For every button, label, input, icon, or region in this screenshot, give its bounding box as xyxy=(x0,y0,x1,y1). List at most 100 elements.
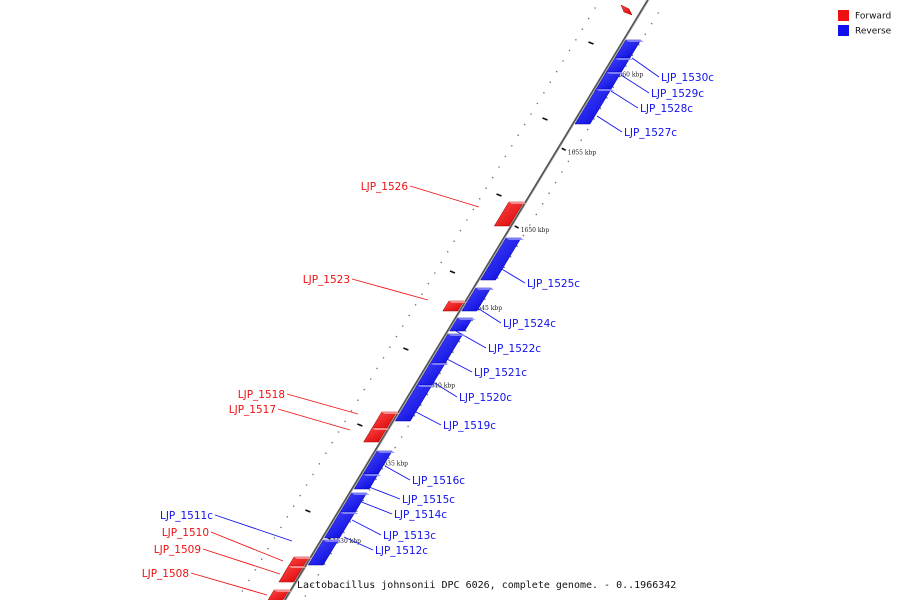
gene-labels: LJP_1530c LJP_1529c LJP_1528c LJP_1527c LJP_… xyxy=(142,72,715,580)
gene-feature-ljp-1515c[interactable] xyxy=(353,473,382,490)
tick-dash xyxy=(542,117,548,121)
gene-label-ljp-1530c[interactable]: LJP_1530c xyxy=(661,72,714,84)
tick-dot xyxy=(304,595,307,597)
tick-dot xyxy=(363,388,366,391)
tick-dot xyxy=(586,128,589,131)
gene-feature-ljp-1509[interactable] xyxy=(278,565,307,583)
gene-feature-ljp-1508[interactable] xyxy=(267,589,293,600)
gene-label-ljp-1520c[interactable]: LJP_1520c xyxy=(459,392,512,404)
gene-label-ljp-1513c[interactable]: LJP_1513c xyxy=(383,530,436,542)
tick-dot xyxy=(484,298,486,301)
gene-feature-ljp-1522c[interactable] xyxy=(449,317,476,332)
gene-features xyxy=(267,4,644,600)
tick-dot xyxy=(305,484,308,486)
legend-forward-swatch xyxy=(838,10,849,21)
tick-dot xyxy=(350,410,353,412)
gene-label-ljp-1508[interactable]: LJP_1508 xyxy=(142,568,189,580)
tick-dot xyxy=(562,60,564,62)
gene-label-ljp-1511c[interactable]: LJP_1511c xyxy=(160,510,213,522)
gene-label-ljp-1517[interactable]: LJP_1517 xyxy=(229,404,276,416)
gene-feature-ljp-1519c[interactable] xyxy=(394,384,436,422)
leader-line-ljp-1513c xyxy=(351,519,382,536)
tick-dot xyxy=(587,17,590,20)
tick-dot xyxy=(369,378,372,380)
gene-label-ljp-1529c[interactable]: LJP_1529c xyxy=(651,88,704,100)
tick-dot xyxy=(260,558,263,560)
gene-feature-ljp-1526[interactable] xyxy=(493,201,527,227)
gene-feature-ljp-1527c[interactable] xyxy=(574,88,615,125)
gene-label-ljp-1521c[interactable]: LJP_1521c xyxy=(474,367,527,379)
tick-dot xyxy=(355,510,358,512)
gene-feature-ljp-1517[interactable] xyxy=(363,427,391,443)
tick-dot xyxy=(292,505,295,508)
leader-line-ljp-1512c xyxy=(343,536,374,551)
gene-label-ljp-1526[interactable]: LJP_1526 xyxy=(361,181,409,193)
tick-dot xyxy=(504,155,507,158)
tick-dot xyxy=(402,325,404,327)
tick-dot xyxy=(388,457,390,460)
tick-dot xyxy=(344,420,346,423)
tick-dash xyxy=(403,347,409,351)
tick-mark xyxy=(514,225,520,229)
gene-feature-ljp-1530c[interactable] xyxy=(614,39,644,59)
gene-label-ljp-1509[interactable]: LJP_1509 xyxy=(154,544,201,556)
tick-dot xyxy=(267,547,269,550)
tick-dot xyxy=(491,176,494,179)
gene-feature-ljp-1521c[interactable] xyxy=(428,333,466,367)
tick-dot xyxy=(612,86,615,88)
gene-label-ljp-1512c[interactable]: LJP_1512c xyxy=(375,545,428,557)
gene-feature-ljp-1512c[interactable] xyxy=(307,539,342,566)
tick-dot xyxy=(407,425,409,428)
gene-feature-ljp-1524c[interactable] xyxy=(461,287,494,312)
leader-line-ljp-1519c xyxy=(413,410,442,426)
tick-dot xyxy=(311,584,313,587)
tick-dot xyxy=(368,489,371,491)
tick-dot xyxy=(478,198,481,200)
gene-label-ljp-1527c[interactable]: LJP_1527c xyxy=(624,127,677,139)
leader-line-ljp-1526 xyxy=(409,185,480,208)
tick-label: 1635 kbp xyxy=(380,460,409,467)
gene-label-ljp-1522c[interactable]: LJP_1522c xyxy=(488,343,541,355)
tick-dot xyxy=(381,468,384,470)
genome-axis-line xyxy=(284,0,649,600)
tick-dot xyxy=(446,251,449,253)
gene-feature-ljp-1523[interactable] xyxy=(442,300,467,312)
tick-dot xyxy=(568,49,571,52)
tick-dot xyxy=(299,494,302,497)
gene-label-ljp-1514c[interactable]: LJP_1514c xyxy=(394,509,447,521)
tick-dot xyxy=(498,166,500,168)
gene-feature-ljp-1528c[interactable] xyxy=(594,71,625,92)
tick-dot xyxy=(509,255,512,258)
tick-dot xyxy=(318,463,321,465)
gene-label-ljp-1524c[interactable]: LJP_1524c xyxy=(503,318,556,330)
tick-dot xyxy=(472,208,475,211)
tick-dash xyxy=(496,193,502,197)
leader-line-ljp-1511c xyxy=(214,514,293,542)
tick-dot xyxy=(567,160,570,163)
tick-dot xyxy=(638,44,640,46)
gene-label-ljp-1523[interactable]: LJP_1523 xyxy=(303,274,350,286)
tick-dot xyxy=(452,351,454,354)
gene-label-ljp-1510[interactable]: LJP_1510 xyxy=(162,527,209,539)
gene-label-ljp-1528c[interactable]: LJP_1528c xyxy=(640,103,693,115)
gene-label-ljp-1519c[interactable]: LJP_1519c xyxy=(443,420,496,432)
gene-feature-ljp-1514c[interactable] xyxy=(339,492,370,514)
tick-dot xyxy=(434,272,436,274)
gene-feature-partial-top[interactable] xyxy=(620,4,633,16)
gene-label-ljp-1516c[interactable]: LJP_1516c xyxy=(412,475,465,487)
gene-label-ljp-1515c[interactable]: LJP_1515c xyxy=(402,494,455,506)
tick-dot xyxy=(331,441,334,444)
tick-dot xyxy=(523,123,526,126)
gene-label-ljp-1525c[interactable]: LJP_1525c xyxy=(527,278,580,290)
gene-feature-ljp-1513c[interactable] xyxy=(324,511,359,539)
gene-feature-ljp-1525c[interactable] xyxy=(480,237,524,281)
leader-line-ljp-1509 xyxy=(202,548,281,575)
tick-dot xyxy=(426,393,429,396)
gene-label-ljp-1518[interactable]: LJP_1518 xyxy=(238,389,285,401)
tick-dot xyxy=(511,145,513,147)
tick-dot xyxy=(349,521,352,523)
tick-dash xyxy=(588,41,594,45)
tick-dot xyxy=(312,473,314,476)
tick-dot xyxy=(382,357,385,359)
